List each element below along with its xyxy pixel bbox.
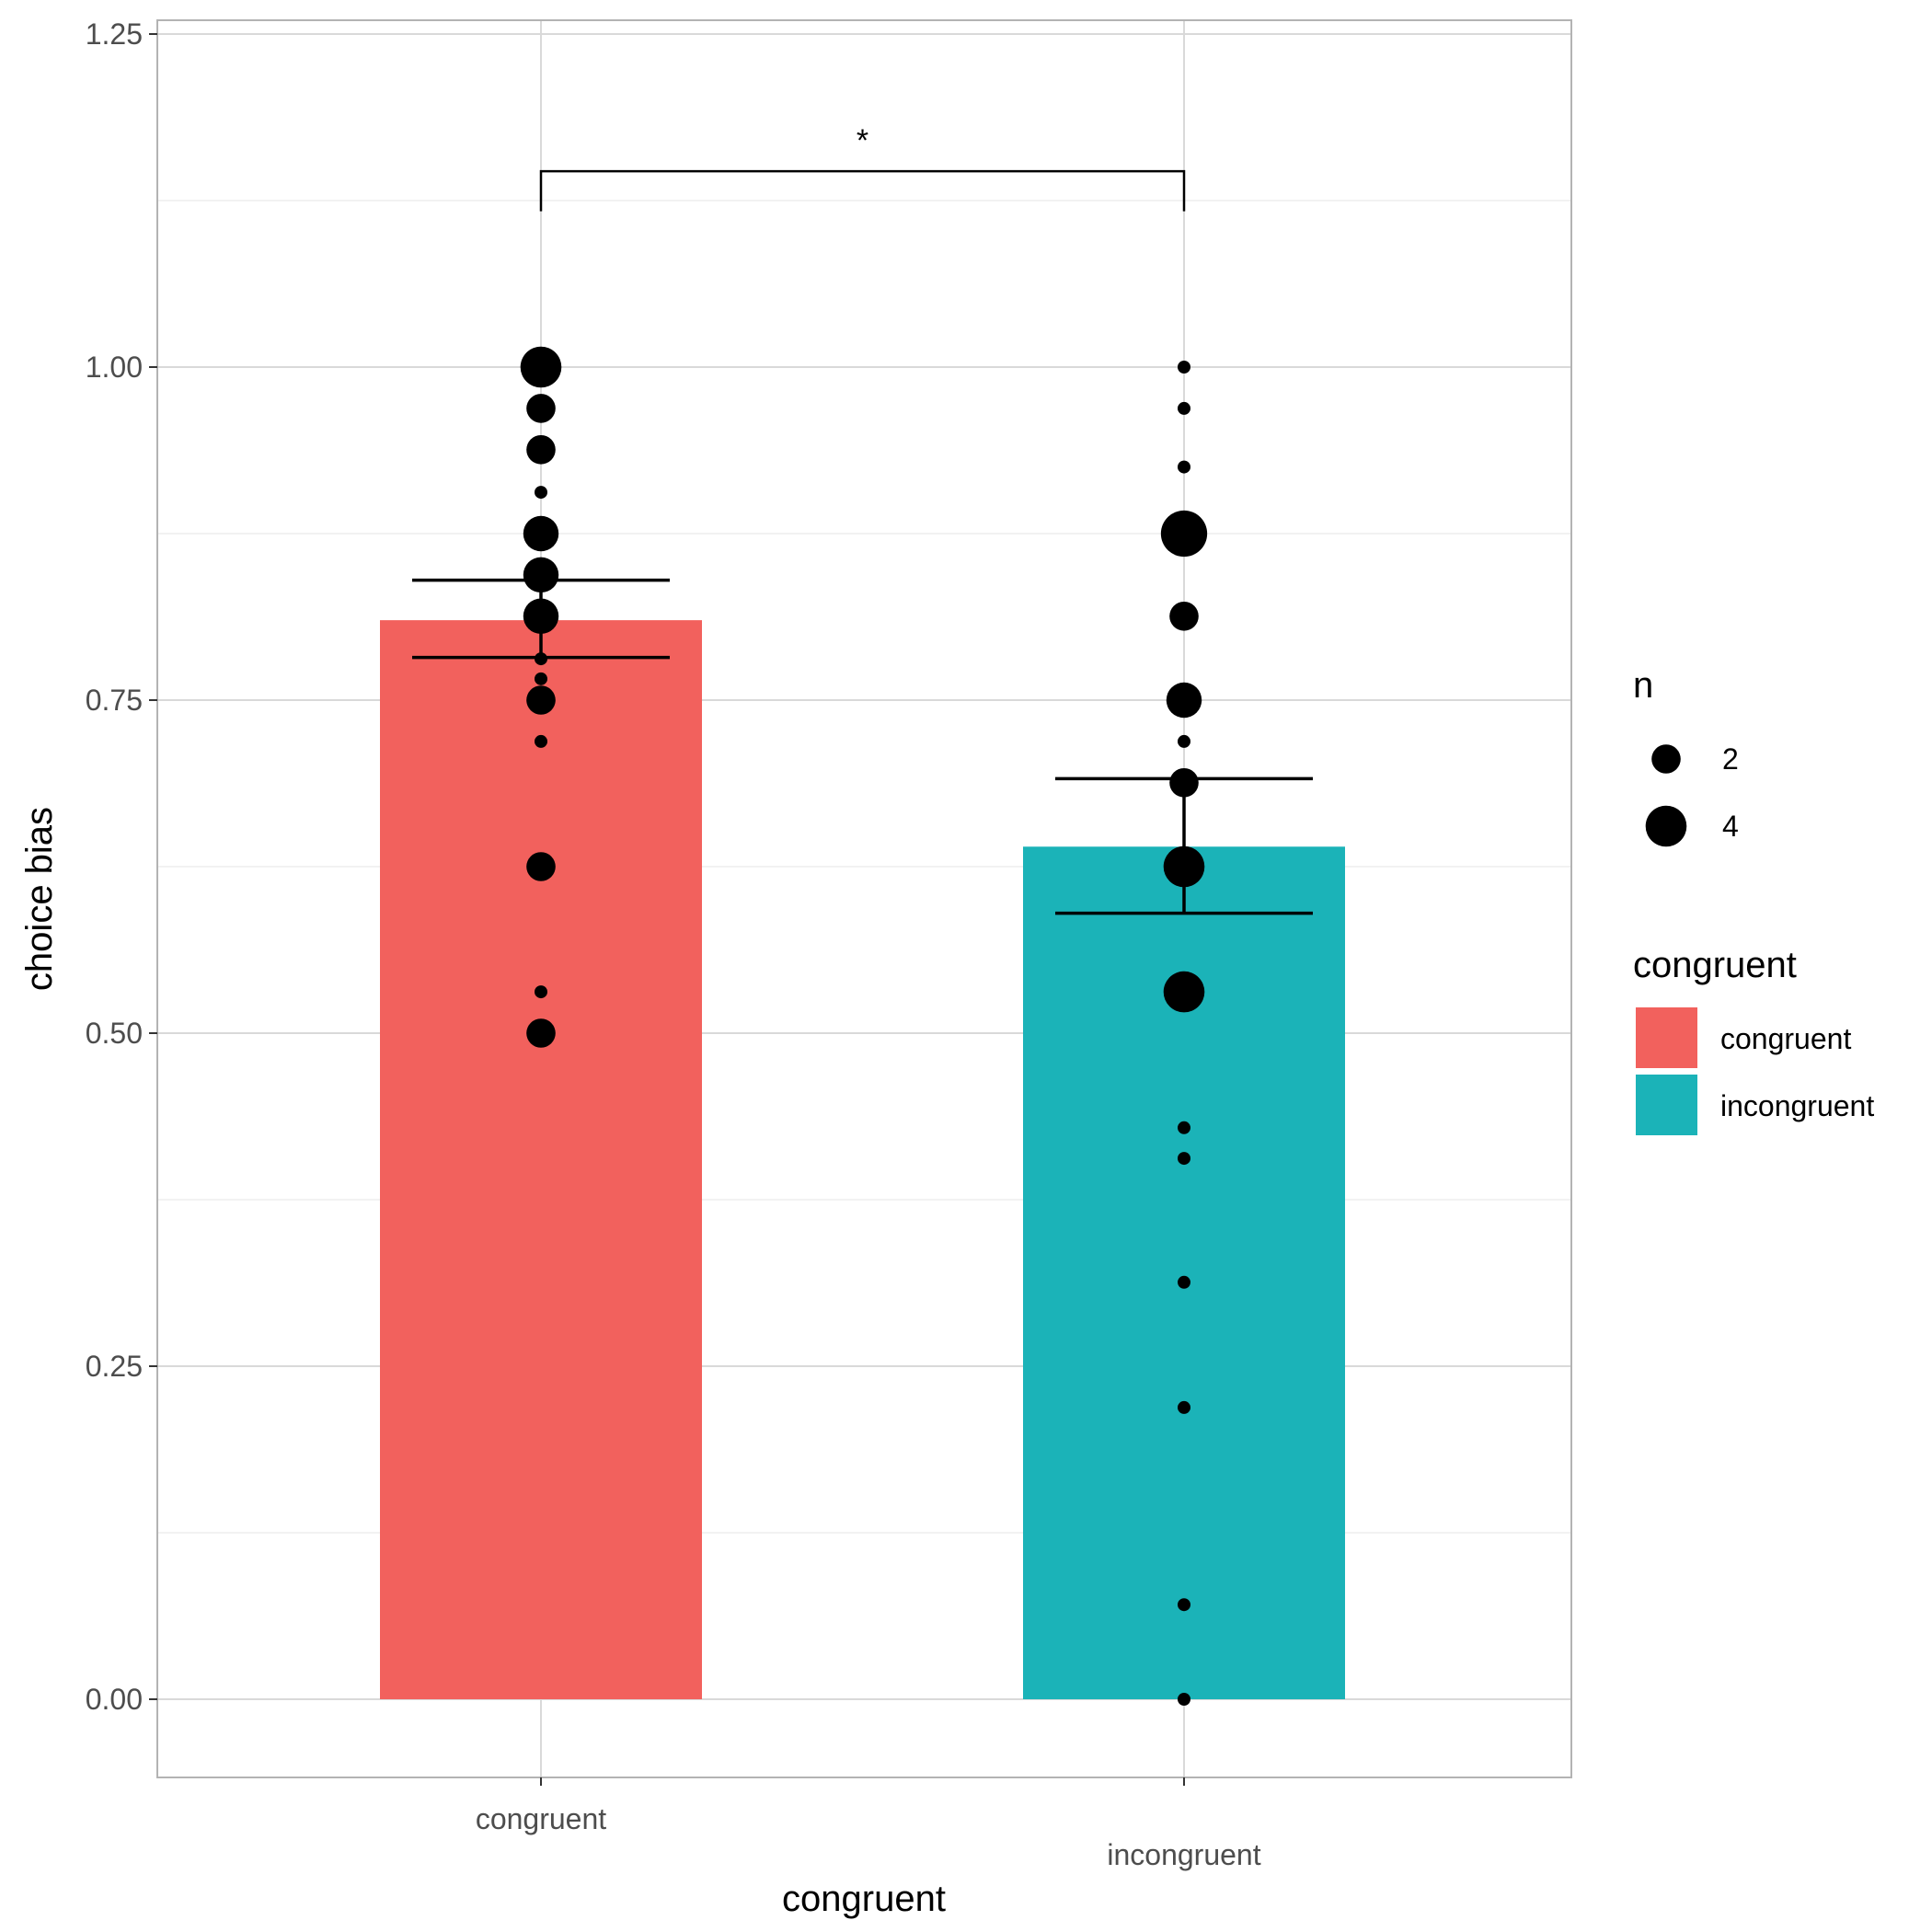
data-point	[1160, 510, 1208, 558]
data-point	[1178, 1152, 1190, 1166]
data-point	[1166, 682, 1202, 719]
y-tick-label: 0.50	[86, 1017, 143, 1050]
data-point	[1178, 401, 1190, 415]
bars	[380, 620, 1345, 1699]
y-axis: 0.00 0.25 0.50 0.75 1.00 1.25	[86, 17, 157, 1716]
data-point	[1178, 1121, 1190, 1134]
y-axis-title: choice bias	[19, 807, 60, 991]
y-tick-label: 0.25	[86, 1350, 143, 1383]
legend-fill-title: congruent	[1633, 945, 1797, 985]
legend-fill-key	[1636, 1007, 1697, 1068]
data-point	[1178, 1275, 1190, 1289]
legend-size-key	[1645, 805, 1687, 847]
y-tick-label: 1.00	[86, 351, 143, 384]
y-tick-label: 0.75	[86, 684, 143, 717]
legend-fill-label: congruent	[1720, 1022, 1851, 1055]
data-point	[520, 346, 562, 388]
legend: n congruent 2 4 congruent incongruent	[1633, 665, 1874, 1135]
x-tick-label: incongruent	[1107, 1838, 1260, 1871]
legend-size-label: 2	[1722, 742, 1739, 776]
significance-label: *	[857, 123, 868, 158]
data-point	[1178, 1400, 1190, 1414]
data-points	[520, 346, 1208, 1706]
data-point	[526, 852, 556, 881]
y-tick-label: 1.25	[86, 17, 143, 51]
data-point	[526, 394, 556, 423]
data-point	[1178, 1693, 1190, 1706]
x-axis-title: congruent	[782, 1879, 946, 1919]
data-point	[1169, 601, 1199, 631]
x-axis: congruent incongruent	[476, 1777, 1261, 1871]
x-tick-label: congruent	[476, 1802, 606, 1835]
data-point	[1178, 1598, 1190, 1612]
data-point	[526, 1018, 556, 1048]
data-point	[523, 557, 559, 593]
plot-border	[156, 19, 1572, 1778]
data-point	[526, 685, 556, 715]
data-point	[535, 486, 547, 500]
data-point	[1163, 971, 1205, 1013]
significance-line	[539, 169, 1186, 212]
data-point	[1178, 460, 1190, 474]
data-point	[523, 515, 559, 552]
significance-bracket: *	[539, 123, 1186, 212]
legend-fill-key	[1636, 1075, 1697, 1135]
legend-fill-label: incongruent	[1720, 1089, 1874, 1122]
legend-size-label: 4	[1722, 810, 1739, 843]
data-point	[1178, 361, 1190, 374]
error-bars	[412, 578, 1313, 915]
legend-size-key	[1651, 744, 1681, 774]
data-point	[526, 434, 556, 465]
data-point	[1178, 734, 1190, 748]
plot-background	[157, 20, 1571, 1777]
legend-size-title: n	[1633, 665, 1653, 706]
data-point	[535, 734, 547, 748]
bar-congruent	[380, 620, 702, 1699]
data-point	[535, 985, 547, 999]
y-tick-label: 0.00	[86, 1683, 143, 1716]
data-point	[535, 672, 547, 685]
